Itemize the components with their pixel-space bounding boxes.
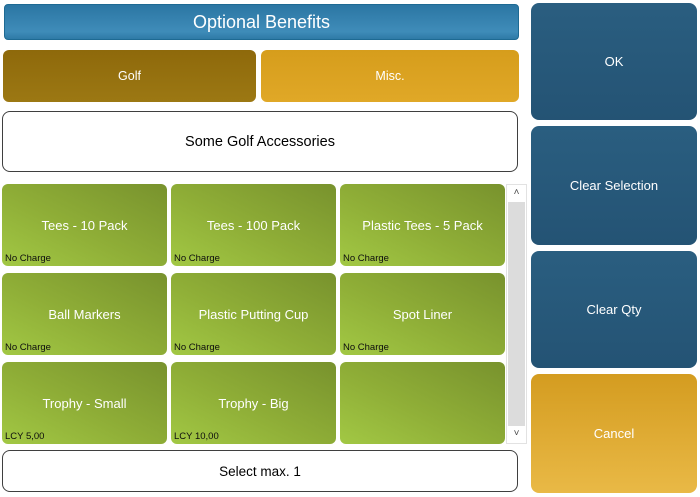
grid-scrollbar[interactable]: ˄ ˅ — [506, 184, 527, 444]
cancel-button-label: Cancel — [593, 426, 635, 441]
product-tile-tees-100-pack[interactable]: Tees - 100 Pack No Charge — [171, 184, 336, 266]
product-tile-price: LCY 5,00 — [5, 431, 45, 442]
tab-misc[interactable]: Misc. — [261, 50, 519, 102]
product-tile-tees-10-pack[interactable]: Tees - 10 Pack No Charge — [2, 184, 167, 266]
selection-hint-box: Select max. 1 — [2, 450, 518, 492]
clear-qty-button[interactable]: Clear Qty — [531, 251, 697, 368]
product-tile-price: No Charge — [174, 253, 220, 264]
scroll-down-icon[interactable]: ˅ — [513, 428, 520, 439]
product-tile-label: Plastic Tees - 5 Pack — [362, 217, 483, 233]
product-tile-label: Trophy - Big — [218, 395, 289, 411]
clear-selection-button[interactable]: Clear Selection — [531, 126, 697, 245]
product-tile-label: Tees - 100 Pack — [206, 217, 301, 233]
product-tile-label: Plastic Putting Cup — [198, 306, 309, 322]
scroll-up-icon[interactable]: ˄ — [513, 187, 520, 198]
product-tile-price: No Charge — [343, 253, 389, 264]
product-tile-trophy-small[interactable]: Trophy - Small LCY 5,00 — [2, 362, 167, 444]
product-tile-spot-liner[interactable]: Spot Liner No Charge — [340, 273, 505, 355]
dialog-title: Optional Benefits — [192, 11, 331, 32]
ok-button[interactable]: OK — [531, 3, 697, 120]
product-tile-empty[interactable] — [340, 362, 505, 444]
product-tile-price: No Charge — [5, 253, 51, 264]
selection-hint-label: Select max. 1 — [219, 463, 301, 479]
product-tile-ball-markers[interactable]: Ball Markers No Charge — [2, 273, 167, 355]
product-tile-price: LCY 10,00 — [174, 431, 219, 442]
product-tile-trophy-big[interactable]: Trophy - Big LCY 10,00 — [171, 362, 336, 444]
product-tile-price: No Charge — [174, 342, 220, 353]
scrollbar-thumb[interactable] — [508, 202, 525, 426]
product-tile-label: Trophy - Small — [42, 395, 127, 411]
tab-misc-label: Misc. — [375, 69, 405, 83]
product-tile-label: Tees - 10 Pack — [41, 217, 128, 233]
product-tile-plastic-tees-5-pack[interactable]: Plastic Tees - 5 Pack No Charge — [340, 184, 505, 266]
group-description-label: Some Golf Accessories — [185, 133, 335, 150]
tab-golf-label: Golf — [118, 69, 141, 83]
product-tile-plastic-putting-cup[interactable]: Plastic Putting Cup No Charge — [171, 273, 336, 355]
product-tile-price: No Charge — [5, 342, 51, 353]
dialog-title-bar: Optional Benefits — [4, 4, 519, 40]
product-tile-price: No Charge — [343, 342, 389, 353]
tab-golf[interactable]: Golf — [3, 50, 256, 102]
clear-qty-button-label: Clear Qty — [586, 302, 642, 317]
product-grid: Tees - 10 Pack No Charge Tees - 100 Pack… — [2, 184, 505, 444]
cancel-button[interactable]: Cancel — [531, 374, 697, 493]
product-tile-label: Spot Liner — [392, 306, 453, 322]
group-description-box: Some Golf Accessories — [2, 111, 518, 172]
product-tile-label: Ball Markers — [48, 306, 121, 322]
ok-button-label: OK — [604, 54, 624, 69]
clear-selection-button-label: Clear Selection — [569, 178, 659, 193]
